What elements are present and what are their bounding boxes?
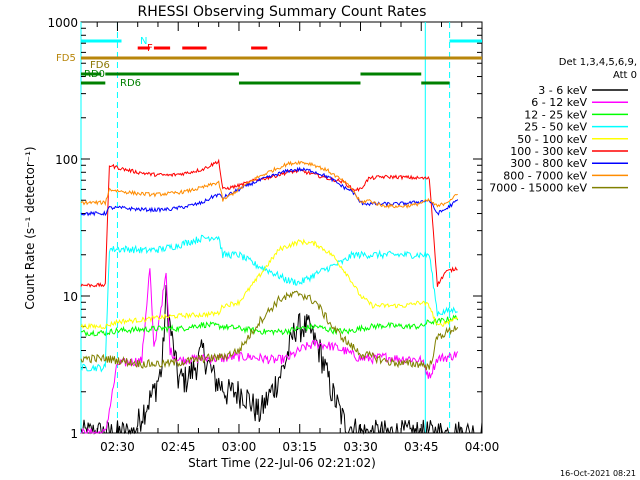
legend-entry-label: 7000 - 15000 keV — [489, 182, 587, 195]
y-axis-label: Count Rate (s⁻¹ detector⁻¹) — [23, 146, 37, 309]
y-tick-label: 1000 — [47, 16, 78, 30]
series-line-4 — [80, 238, 459, 330]
legend-header-line-2: Att 0 — [613, 70, 637, 81]
flag-label-5: RD6 — [120, 78, 141, 89]
series-line-7 — [80, 160, 458, 209]
x-tick-label: 03:30 — [343, 440, 378, 454]
x-tick-label: 03:15 — [282, 440, 317, 454]
flag-label-2: FD5 — [56, 53, 76, 64]
flag-label-4: RD0 — [84, 69, 105, 80]
legend-entry-label: 3 - 6 keV — [538, 84, 587, 97]
series-line-2 — [80, 314, 459, 338]
legend-header-line-1: Det 1,3,4,5,6,9, — [559, 57, 637, 68]
flag-label-3: FD6 — [90, 60, 110, 71]
legend-entry-label: 800 - 7000 keV — [503, 169, 587, 182]
x-axis-label: Start Time (22-Jul-06 02:21:02) — [188, 456, 376, 470]
legend-entry-label: 300 - 800 keV — [510, 157, 587, 170]
x-tick-label: 04:00 — [465, 440, 500, 454]
legend-entry-label: 50 - 100 keV — [517, 133, 587, 146]
flag-label-1: F — [147, 43, 153, 54]
x-tick-label: 03:45 — [404, 440, 439, 454]
chart-title: RHESSI Observing Summary Count Rates — [138, 4, 427, 20]
series-line-5 — [80, 158, 458, 288]
y-tick-label: 10 — [63, 290, 78, 304]
series-line-8 — [80, 290, 459, 371]
y-tick-label: 1 — [70, 427, 78, 441]
x-tick-label: 03:00 — [222, 440, 257, 454]
series-line-6 — [80, 166, 459, 217]
legend-entry-label: 25 - 50 keV — [524, 121, 587, 134]
series-line-1 — [80, 268, 459, 435]
series-line-3 — [80, 234, 458, 373]
legend-entry-label: 6 - 12 keV — [531, 96, 587, 109]
x-tick-label: 02:45 — [161, 440, 196, 454]
y-tick-label: 100 — [55, 153, 78, 167]
legend-entry-label: 12 - 25 keV — [524, 108, 587, 121]
series-line-0 — [80, 284, 483, 435]
flag-label-0: N — [140, 36, 147, 47]
footer-timestamp: 16-Oct-2021 08:21 — [560, 469, 636, 478]
legend-entry-label: 100 - 300 keV — [510, 145, 587, 158]
x-tick-label: 02:30 — [100, 440, 135, 454]
